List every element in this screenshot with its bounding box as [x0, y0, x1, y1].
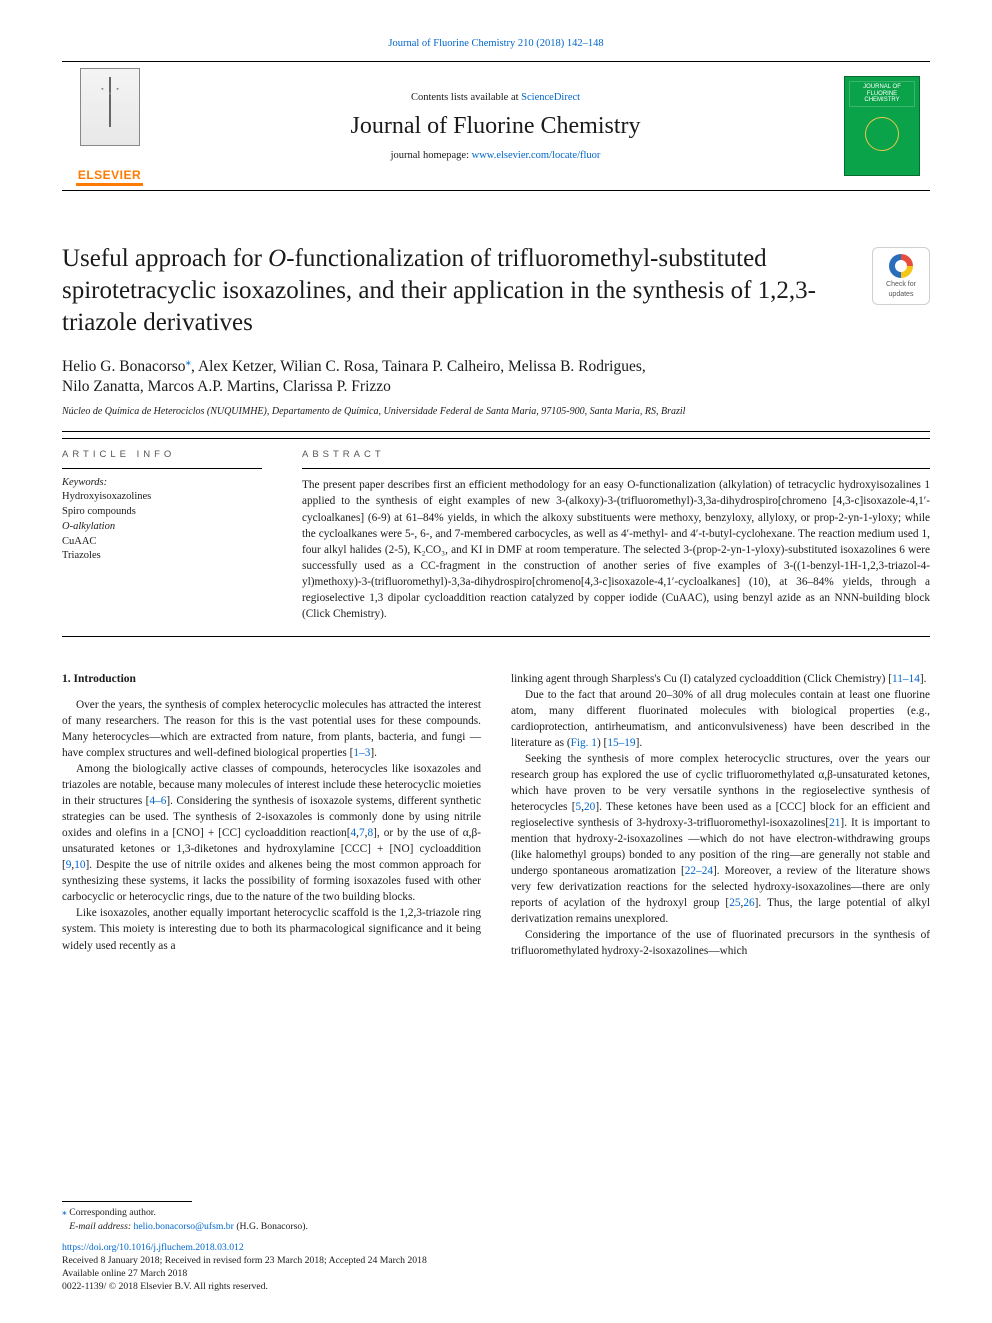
homepage-link[interactable]: www.elsevier.com/locate/fluor: [472, 150, 601, 161]
ref-link[interactable]: 25: [729, 897, 740, 909]
corr-star: ⁎: [62, 1207, 67, 1218]
contents-line: Contents lists available at ScienceDirec…: [157, 92, 834, 103]
email-label: E-mail address:: [69, 1221, 133, 1232]
keyword: Spiro compounds: [62, 505, 262, 520]
corresponding-author-note: ⁎ Corresponding author.: [62, 1206, 930, 1219]
rule-above-info: [62, 431, 930, 432]
keyword: Hydroxyisoxazolines: [62, 490, 262, 505]
copyright-line: 0022-1139/ © 2018 Elsevier B.V. All righ…: [62, 1280, 930, 1293]
email-link[interactable]: helio.bonacorso@ufsm.br: [133, 1221, 233, 1232]
email-line: E-mail address: helio.bonacorso@ufsm.br …: [62, 1220, 930, 1233]
section-1-heading: 1. Introduction: [62, 671, 481, 687]
ref-link[interactable]: 21: [829, 817, 840, 829]
title-pre: Useful approach for: [62, 245, 268, 272]
doi-link[interactable]: https://doi.org/10.1016/j.jfluchem.2018.…: [62, 1241, 930, 1254]
elsevier-tree-icon: [80, 68, 140, 146]
keywords-list: Hydroxyisoxazolines Spiro compounds O-al…: [62, 490, 262, 563]
homepage-prefix: journal homepage:: [391, 150, 472, 161]
body-columns: 1. Introduction Over the years, the synt…: [62, 671, 930, 960]
crossmark-badge[interactable]: Check for updates: [872, 247, 930, 305]
masthead: ELSEVIER Contents lists available at Sci…: [62, 61, 930, 191]
publisher-wordmark: ELSEVIER: [76, 168, 143, 186]
ref-link[interactable]: 20: [584, 801, 595, 813]
article-info-col: ARTICLE INFO Keywords: Hydroxyisoxazolin…: [62, 449, 262, 621]
article-info-heading: ARTICLE INFO: [62, 449, 262, 460]
footnotes: ⁎ Corresponding author. E-mail address: …: [62, 1201, 930, 1293]
para: Over the years, the synthesis of complex…: [62, 697, 481, 761]
abstract-text: The present paper describes first an eff…: [302, 477, 930, 621]
ref-link[interactable]: 7: [359, 827, 365, 839]
online-line: Available online 27 March 2018: [62, 1267, 930, 1280]
ref-link[interactable]: 22–24: [685, 865, 713, 877]
ref-link[interactable]: 4: [350, 827, 356, 839]
authors-line-2: Nilo Zanatta, Marcos A.P. Martins, Clari…: [62, 378, 391, 395]
footnote-rule: [62, 1201, 192, 1202]
cover-label: JOURNAL OF FLUORINE CHEMISTRY: [849, 81, 915, 107]
ref-link[interactable]: 4–6: [149, 795, 166, 807]
ref-link[interactable]: 26: [743, 897, 754, 909]
journal-title: Journal of Fluorine Chemistry: [157, 113, 834, 140]
keywords-label: Keywords:: [62, 477, 262, 488]
masthead-center: Contents lists available at ScienceDirec…: [157, 62, 834, 190]
journal-reference: Journal of Fluorine Chemistry 210 (2018)…: [62, 38, 930, 49]
body-col-right: linking agent through Sharpless's Cu (I)…: [511, 671, 930, 960]
para: Seeking the synthesis of more complex he…: [511, 751, 930, 927]
crossmark-text2: updates: [889, 291, 914, 298]
keyword: Triazoles: [62, 549, 262, 564]
para: Due to the fact that around 20–30% of al…: [511, 687, 930, 751]
abstract-rule: [302, 468, 930, 469]
ref-link[interactable]: 10: [74, 859, 85, 871]
ref-link[interactable]: 15–19: [607, 737, 635, 749]
abstract-heading: ABSTRACT: [302, 449, 930, 460]
info-rule: [62, 468, 262, 469]
info-abstract-row: ARTICLE INFO Keywords: Hydroxyisoxazolin…: [62, 438, 930, 636]
ref-link[interactable]: 9: [66, 859, 72, 871]
ref-link[interactable]: 11–14: [892, 673, 920, 685]
contents-prefix: Contents lists available at: [411, 92, 521, 103]
email-paren: (H.G. Bonacorso).: [234, 1221, 308, 1232]
ref-link[interactable]: 8: [367, 827, 373, 839]
journal-cover-thumb: JOURNAL OF FLUORINE CHEMISTRY: [844, 76, 920, 176]
para: Considering the importance of the use of…: [511, 927, 930, 959]
authors: Helio G. Bonacorso⁎, Alex Ketzer, Wilian…: [62, 355, 862, 397]
para: Like isoxazoles, another equally importa…: [62, 905, 481, 953]
history-line: Received 8 January 2018; Received in rev…: [62, 1254, 930, 1267]
affiliation: Núcleo de Química de Heterociclos (NUQUI…: [62, 406, 930, 417]
cover-seal-icon: [865, 117, 899, 151]
publisher-block: ELSEVIER: [62, 62, 157, 190]
ref-link[interactable]: 5: [576, 801, 582, 813]
authors-rest-1: , Alex Ketzer, Wilian C. Rosa, Tainara P…: [191, 358, 646, 375]
keyword: CuAAC: [62, 535, 262, 550]
crossmark-ring-icon: [889, 254, 913, 278]
abstract-col: ABSTRACT The present paper describes fir…: [302, 449, 930, 621]
body-col-left: 1. Introduction Over the years, the synt…: [62, 671, 481, 960]
para: linking agent through Sharpless's Cu (I)…: [511, 671, 930, 687]
corr-label-text: Corresponding author.: [69, 1207, 156, 1218]
article-header: Check for updates Useful approach for O-…: [62, 243, 930, 417]
para: Among the biologically active classes of…: [62, 761, 481, 905]
crossmark-text1: Check for: [886, 281, 916, 288]
fig-link[interactable]: Fig. 1: [571, 737, 597, 749]
homepage-line: journal homepage: www.elsevier.com/locat…: [157, 150, 834, 161]
journal-reference-link[interactable]: Journal of Fluorine Chemistry 210 (2018)…: [388, 38, 603, 49]
title-italic-o: O: [268, 245, 286, 272]
author-1: Helio G. Bonacorso: [62, 358, 186, 375]
sciencedirect-link[interactable]: ScienceDirect: [521, 92, 580, 103]
ref-link[interactable]: 1–3: [353, 747, 370, 759]
article-title: Useful approach for O-functionalization …: [62, 243, 842, 339]
keyword: O-alkylation: [62, 520, 262, 535]
cover-thumb-wrap: JOURNAL OF FLUORINE CHEMISTRY: [834, 62, 930, 190]
